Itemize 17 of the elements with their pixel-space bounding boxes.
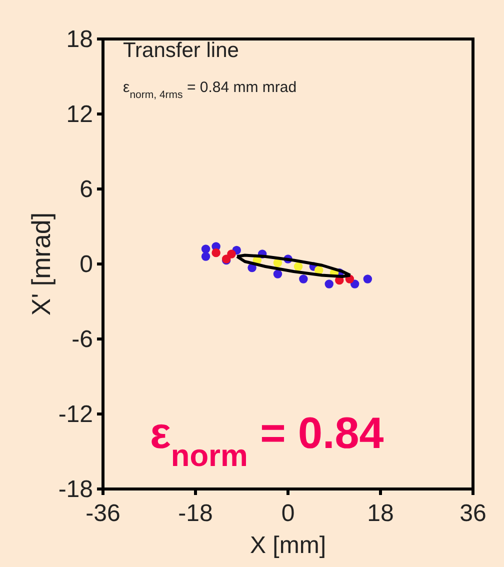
x-tick-label: -18 — [178, 500, 213, 527]
x-tick-label: -36 — [86, 500, 120, 527]
y-tick-label: -6 — [72, 326, 93, 353]
x-tick-label: 36 — [460, 500, 486, 527]
annotation: Transfer line — [123, 39, 239, 62]
y-tick-label: 6 — [80, 176, 93, 203]
y-tick-label: -12 — [58, 401, 93, 428]
annotation: ε$_{norm, 4rms}$ = 0.84 mm mrad — [123, 79, 297, 101]
y-tick-label: 0 — [80, 251, 93, 278]
annotation: ε$_{norm}$ = 0.84 — [150, 409, 384, 472]
y-tick-label: 18 — [66, 26, 93, 53]
y-tick-label: 12 — [66, 101, 93, 128]
x-axis-title: X [mm] — [250, 532, 326, 559]
x-tick-label: 0 — [281, 500, 295, 527]
x-tick-label: 18 — [367, 500, 394, 527]
y-axis-title: X' [mrad] — [26, 212, 56, 316]
y-tick-label: -18 — [58, 476, 93, 503]
